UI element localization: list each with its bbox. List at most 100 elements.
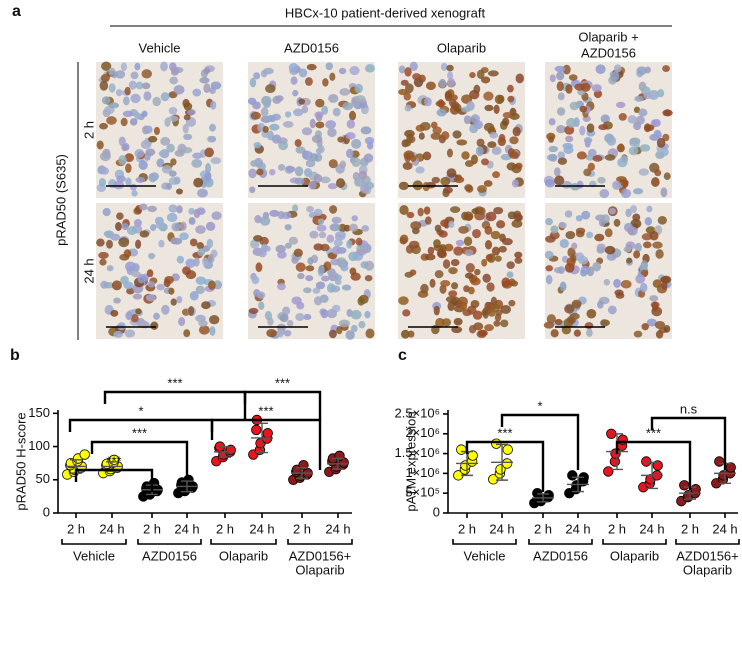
nucleus — [204, 171, 212, 181]
nucleus — [553, 167, 561, 177]
group-label: Vehicle — [464, 548, 506, 563]
nucleus — [562, 142, 574, 149]
nucleus — [134, 112, 141, 120]
nucleus — [335, 178, 346, 188]
nucleus — [99, 151, 111, 162]
nucleus — [586, 231, 594, 239]
nucleus — [644, 216, 653, 226]
column-header: AZD0156 — [581, 45, 636, 60]
nucleus — [286, 165, 296, 173]
nucleus — [446, 168, 457, 178]
nucleus — [296, 301, 305, 310]
nucleus — [138, 160, 148, 170]
nucleus — [546, 132, 556, 141]
nucleus — [657, 215, 667, 225]
nucleus — [178, 317, 186, 327]
nucleus — [118, 237, 130, 248]
nucleus — [135, 239, 142, 249]
nucleus — [99, 122, 108, 130]
nucleus — [554, 318, 563, 326]
x-tick-label: 24 h — [565, 521, 590, 536]
nucleus — [205, 162, 212, 173]
nucleus — [152, 96, 162, 107]
nucleus — [515, 162, 523, 170]
nucleus — [134, 149, 145, 158]
nucleus — [113, 330, 123, 338]
nucleus — [501, 117, 510, 126]
nucleus — [629, 137, 641, 145]
nucleus — [171, 222, 181, 232]
data-point — [567, 470, 578, 481]
nucleus — [485, 253, 493, 262]
nucleus — [306, 63, 317, 71]
nucleus — [255, 262, 263, 273]
nucleus — [185, 258, 196, 269]
nucleus — [544, 250, 554, 260]
nucleus — [483, 122, 495, 132]
nucleus — [484, 225, 493, 235]
nucleus — [122, 110, 134, 118]
nucleus — [176, 255, 185, 264]
nucleus — [106, 239, 113, 249]
nucleus — [482, 273, 491, 283]
nucleus — [303, 287, 312, 294]
nucleus — [329, 223, 341, 232]
nucleus — [638, 168, 650, 176]
nucleus — [434, 224, 442, 233]
nucleus — [169, 76, 178, 85]
nucleus — [130, 183, 137, 191]
nucleus — [424, 253, 436, 261]
nucleus — [179, 221, 187, 231]
x-tick-label: 24 h — [712, 521, 737, 536]
group-label: Vehicle — [73, 548, 115, 563]
group-bracket — [452, 539, 517, 545]
nucleus — [453, 246, 464, 256]
nucleus — [360, 261, 369, 269]
nucleus — [350, 309, 362, 320]
nucleus — [569, 101, 579, 111]
panel-label: c — [398, 347, 407, 364]
nucleus — [262, 99, 271, 109]
nucleus — [565, 230, 576, 240]
nucleus — [500, 319, 509, 328]
nucleus — [262, 125, 269, 133]
group-label: AZD0156 — [533, 548, 588, 563]
nucleus — [168, 204, 178, 213]
nucleus — [654, 130, 662, 140]
nucleus — [358, 320, 366, 329]
x-tick-label: 24 h — [99, 521, 124, 536]
nucleus — [338, 67, 347, 75]
nucleus — [305, 159, 316, 168]
nucleus — [99, 80, 109, 91]
nucleus — [322, 78, 329, 87]
significance-bracket — [90, 440, 189, 480]
nucleus — [578, 256, 589, 265]
nucleus — [115, 89, 123, 97]
nucleus — [209, 315, 220, 325]
nucleus — [182, 266, 191, 276]
nucleus — [117, 322, 126, 331]
nucleus — [443, 186, 453, 194]
nucleus — [433, 305, 440, 316]
nucleus — [586, 328, 593, 337]
data-point — [714, 456, 725, 467]
nucleus — [641, 233, 653, 241]
error-bar — [296, 467, 308, 480]
nucleus — [650, 301, 660, 309]
error-bar — [572, 476, 584, 493]
nucleus — [100, 280, 109, 289]
nucleus — [545, 274, 553, 285]
x-tick-label: 2 h — [216, 521, 234, 536]
nucleus — [328, 93, 339, 103]
nucleus — [358, 170, 368, 180]
nucleus — [147, 205, 158, 213]
nucleus — [635, 274, 646, 284]
nucleus — [248, 168, 257, 179]
nucleus — [649, 295, 659, 302]
nucleus — [350, 324, 358, 333]
nucleus — [557, 151, 565, 160]
data-point — [641, 456, 652, 467]
nucleus — [284, 111, 292, 118]
nucleus — [398, 181, 409, 191]
nucleus — [611, 70, 620, 81]
